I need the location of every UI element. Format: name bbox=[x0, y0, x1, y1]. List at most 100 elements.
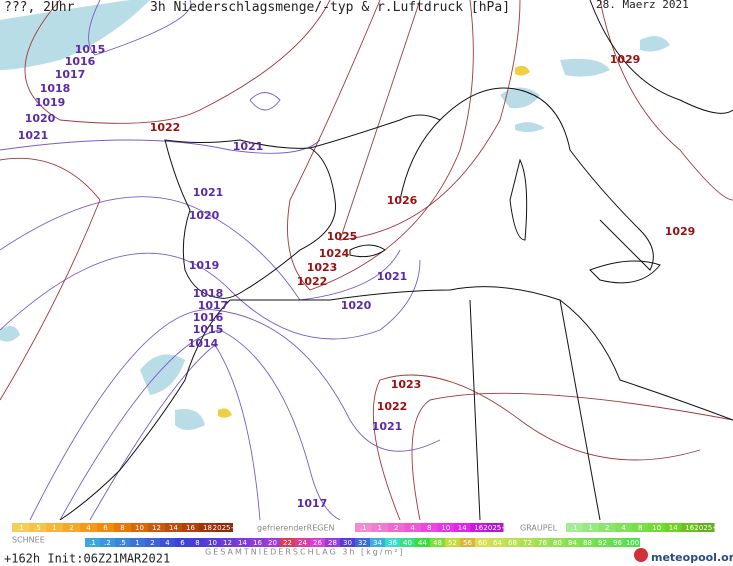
legend-cell bbox=[265, 538, 280, 547]
legend-cell-label: 2 bbox=[150, 539, 154, 547]
legend-cell-label: 16 bbox=[474, 524, 483, 532]
legend-cell-label: 14 bbox=[669, 524, 678, 532]
legend-cell bbox=[175, 538, 190, 547]
isobar-label: 1029 bbox=[610, 53, 641, 66]
legend-cell bbox=[415, 538, 430, 547]
isobar-label: 1022 bbox=[377, 400, 408, 413]
legend-cell bbox=[235, 538, 250, 547]
legend-cell-label: 8 bbox=[427, 524, 431, 532]
isobar-label: 1016 bbox=[65, 55, 96, 68]
legend-cell-label: 6 bbox=[180, 539, 185, 547]
legend-cell bbox=[114, 523, 131, 532]
legend-cell-label: 1 bbox=[52, 524, 56, 532]
isobar-label: 1023 bbox=[307, 261, 338, 274]
legend-cell-label: .1 bbox=[17, 524, 24, 532]
legend-cell bbox=[115, 538, 130, 547]
legend-cell-label: 76 bbox=[538, 539, 547, 547]
isobar-label: 1024 bbox=[319, 247, 350, 260]
legend-cell-label: 16 bbox=[186, 524, 195, 532]
legend-cell bbox=[130, 538, 145, 547]
isobar-label: 1021 bbox=[372, 420, 403, 433]
isobar-label: 1021 bbox=[377, 270, 408, 283]
isobar-label: 1017 bbox=[55, 68, 86, 81]
legend-cell bbox=[625, 538, 640, 547]
legend-cell bbox=[430, 538, 445, 547]
legend-cell-label: 30 bbox=[343, 539, 352, 547]
legend-cell-label: 22 bbox=[283, 539, 292, 547]
legend-cell bbox=[310, 538, 325, 547]
brand-logo bbox=[634, 548, 648, 562]
legend-cell-label: 4 bbox=[411, 524, 416, 532]
legend-cell bbox=[250, 538, 265, 547]
legend-cell bbox=[199, 523, 216, 532]
legend-cell-label: 10 bbox=[135, 524, 144, 532]
legend-cell-label: 34 bbox=[373, 539, 382, 547]
legend-cell-label: 10 bbox=[441, 524, 450, 532]
legend-cell bbox=[325, 538, 340, 547]
legend-cell-label: 8 bbox=[638, 524, 642, 532]
isobar-label: 1017 bbox=[297, 497, 328, 510]
legend-cell bbox=[355, 538, 370, 547]
legend-cell bbox=[85, 538, 100, 547]
isobar-label: 1020 bbox=[25, 112, 56, 125]
legend-cell bbox=[610, 538, 625, 547]
isobar-label: 1019 bbox=[189, 259, 220, 272]
legend-cell-label: 1 bbox=[589, 524, 593, 532]
legend-cell bbox=[632, 523, 649, 532]
legend-cell bbox=[148, 523, 165, 532]
legend-cell-label: 48 bbox=[433, 539, 442, 547]
legend-cell-label: 32 bbox=[358, 539, 367, 547]
footer-run: +162h Init:06Z21MAR2021 bbox=[4, 552, 170, 566]
legend-cell bbox=[698, 523, 715, 532]
legend-cell bbox=[131, 523, 148, 532]
legend-cell-label: 10 bbox=[652, 524, 661, 532]
legend-cell-label: 2 bbox=[605, 524, 609, 532]
legend-cell bbox=[63, 523, 80, 532]
isobar-label: 1023 bbox=[391, 378, 422, 391]
legend-cell-label: .1 bbox=[571, 524, 578, 532]
legend-cell-label: 2 bbox=[394, 524, 398, 532]
legend-cell bbox=[220, 538, 235, 547]
legend-cell bbox=[520, 538, 535, 547]
legend-cell bbox=[205, 538, 220, 547]
legend-cell-label: 28 bbox=[328, 539, 337, 547]
header-title: 3h Niederschlagsmenge/-typ & r.Luftdruck… bbox=[150, 0, 510, 15]
legend-cell-label: .2 bbox=[104, 539, 111, 547]
legend-cell-label: 24 bbox=[298, 539, 307, 547]
legend-cell-label: 4 bbox=[622, 524, 627, 532]
isobar-label: 1018 bbox=[40, 82, 71, 95]
legend-cell bbox=[100, 538, 115, 547]
isobar-label: 1014 bbox=[188, 337, 219, 350]
legend-cell bbox=[599, 523, 616, 532]
legend-cell bbox=[550, 538, 565, 547]
snow-label: SCHNEE bbox=[12, 536, 45, 545]
legend-cell-label: 12 bbox=[152, 524, 161, 532]
legend-cell-label: 92 bbox=[598, 539, 607, 547]
legend-cell-label: .1 bbox=[360, 524, 367, 532]
graupel-label: GRAUPEL bbox=[520, 524, 558, 533]
isobar-label: 1015 bbox=[193, 323, 224, 336]
legend-cell-label: 52 bbox=[448, 539, 457, 547]
isobar-label: 1021 bbox=[193, 186, 224, 199]
legend-cell-label: 4 bbox=[165, 539, 170, 547]
legend-cell bbox=[445, 538, 460, 547]
legend-cell bbox=[475, 538, 490, 547]
legend-cell bbox=[46, 523, 63, 532]
isobar-label: 1021 bbox=[233, 140, 264, 153]
legend-cell-label: .5 bbox=[119, 539, 126, 547]
precip-areas bbox=[0, 0, 670, 430]
legend-cell bbox=[566, 523, 583, 532]
legend-cell bbox=[280, 538, 295, 547]
legend-cell bbox=[400, 538, 415, 547]
legend-cell-label: 18 bbox=[203, 524, 212, 532]
legend-cell bbox=[404, 523, 421, 532]
legend: .1.5 1 2 4 6 8 10 12 14 16 18 2025+ gefrierenderREGE… bbox=[12, 523, 718, 557]
legend-cell-label: 64 bbox=[493, 539, 502, 547]
legend-cell-label: 26 bbox=[313, 539, 322, 547]
footer-brand: meteopool.org bbox=[651, 551, 733, 564]
isobar-label: 1022 bbox=[150, 121, 181, 134]
isobar-label: 1021 bbox=[18, 129, 49, 142]
legend-cell-label: 14 bbox=[169, 524, 178, 532]
legend-cell bbox=[505, 538, 520, 547]
isobar-label: 1020 bbox=[189, 209, 220, 222]
